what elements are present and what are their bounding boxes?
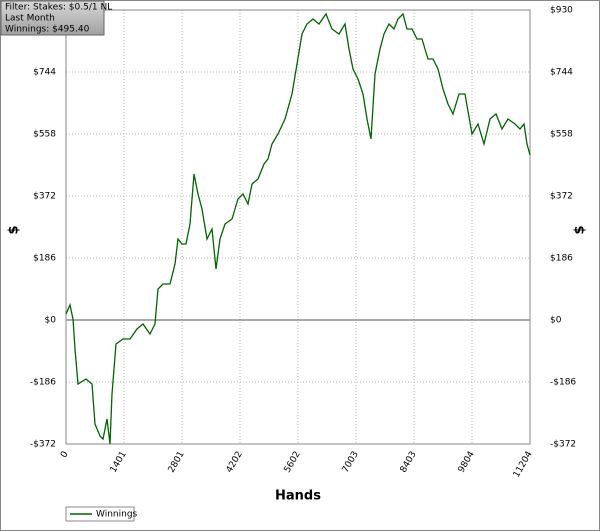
y2-tick-label: $0 [550,316,562,326]
x-tick-label: 0 [59,450,71,460]
y-tick-label: $744 [33,68,56,78]
y2-tick-label: $186 [550,254,573,264]
x-axis-label: Hands [275,489,321,504]
x-tick-label: 5602 [283,450,303,475]
x-tick-label: 8403 [399,450,419,475]
y2-tick-label: $372 [550,192,573,202]
y-tick-label: $558 [33,130,56,140]
x-tick-label: 9804 [457,450,477,475]
y-tick-label: $186 [33,254,56,264]
y2-tick-label: -$372 [550,440,576,450]
line [65,12,531,445]
x-tick-label: 7003 [341,450,361,475]
info-winnings: Winnings: $495.40 [5,25,90,35]
x-tick-label: 11204 [512,450,535,480]
y2-tick-label: -$186 [550,378,576,388]
x-tick-label: 4202 [225,450,245,475]
x-tick-label: 1401 [109,450,129,475]
plot-border [65,9,531,445]
info-filter: Filter: Stakes: $0.5/1 NL [5,3,112,13]
y-axis-label: $ [7,225,22,234]
info-box [0,0,105,36]
y-tick-label: -$186 [30,378,56,388]
x-tick-label: 2801 [167,450,187,475]
info-period: Last Month [5,14,55,24]
y2-tick-label: $930 [550,6,573,16]
legend-label: Winnings [96,510,138,520]
y2-tick-label: $744 [550,68,573,78]
legend [65,506,135,522]
y-tick-label: $372 [33,192,56,202]
y2-axis-label: $ [573,225,588,234]
y-tick-label: $0 [45,316,57,326]
y2-tick-label: $558 [550,130,573,140]
y-tick-label: -$372 [30,440,56,450]
